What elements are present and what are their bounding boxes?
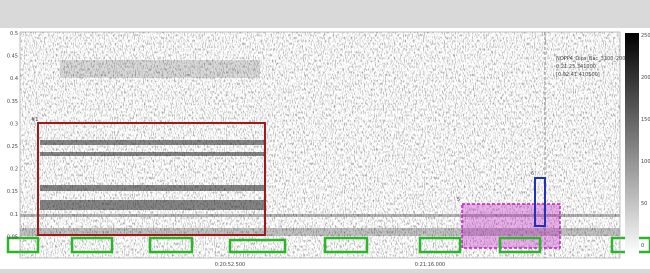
colorbar-label: 50 <box>641 201 647 207</box>
info-text: [0.02:41.410500] <box>556 72 600 78</box>
y-tick-label: 0.3 <box>10 121 18 127</box>
blue-box-label: 6 <box>531 171 534 177</box>
x-tick-label: 0:21:16.000 <box>415 262 445 268</box>
page: #1 5 6 0.5 0.45 0.4 0.35 0.3 0.25 0.2 0.15 0.1 0.… <box>0 0 650 269</box>
colorbar-label: 0 <box>641 243 644 249</box>
y-tick-label: 0.45 <box>7 54 18 60</box>
red-box-label: #1 <box>31 117 38 123</box>
info-text: 0:21:25.341000 <box>556 64 596 70</box>
y-tick-label: 0.1 <box>10 212 18 218</box>
info-text: NOPP4_Dips_Bac_3100_200 <box>556 56 625 62</box>
x-tick-label: 0:20:52.500 <box>215 262 245 268</box>
colorbar-label: 200 <box>641 75 650 81</box>
y-tick-label: 0.5 <box>10 31 18 37</box>
colorbar-label: 100 <box>641 159 650 165</box>
y-tick-label: 0.35 <box>7 99 18 105</box>
y-tick-label: 0.25 <box>7 144 18 150</box>
colorbar <box>625 33 639 255</box>
spectrogram-view: #1 5 6 0.5 0.45 0.4 0.35 0.3 0.25 0.2 0.15 0.1 0.… <box>0 0 650 269</box>
colorbar-label: 150 <box>641 117 650 123</box>
y-tick-label: 0.15 <box>7 189 18 195</box>
magenta-box-label: 5 <box>457 197 460 203</box>
y-tick-label: 0.05 <box>7 234 18 240</box>
y-tick-label: 0.2 <box>10 167 18 173</box>
colorbar-label: 250 <box>641 33 650 39</box>
y-tick-label: 0.4 <box>10 76 18 82</box>
